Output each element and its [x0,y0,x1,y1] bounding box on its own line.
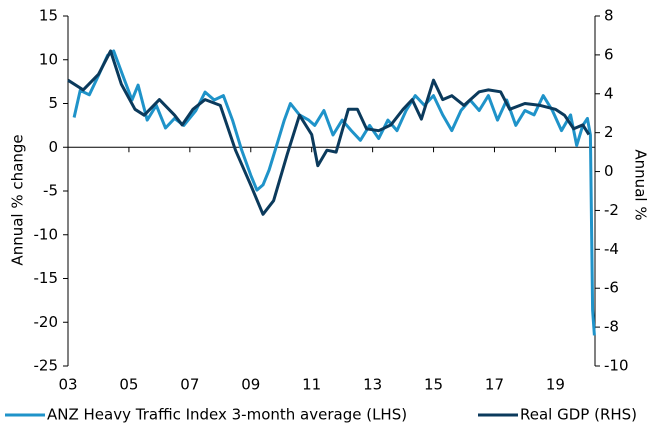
y2-tick-label: -2 [604,201,619,219]
x-tick-label: 03 [58,376,77,394]
y2-tick-label: 8 [604,7,614,25]
x-tick-label: 19 [546,376,565,394]
y2-tick-label: -4 [604,240,619,258]
x-tick-label: 09 [241,376,260,394]
x-tick-label: 13 [363,376,382,394]
x-tick-label: 11 [302,376,321,394]
x-tick-label: 15 [424,376,443,394]
y-tick-label: -25 [34,357,59,375]
x-tick-label: 17 [485,376,504,394]
y-axis-label: Annual % change [9,134,27,265]
y2-axis-label: Annual % [632,149,650,220]
legend-label: Real GDP (RHS) [520,406,637,424]
y-tick-label: -20 [34,313,59,331]
y-tick-label: 0 [48,138,58,156]
y2-tick-label: 6 [604,45,614,63]
y-tick-label: 10 [39,50,58,68]
y-tick-label: 15 [39,7,58,25]
y2-tick-label: 0 [604,162,614,180]
y2-tick-label: -6 [604,279,619,297]
series-line [67,49,591,216]
y-tick-label: -10 [34,225,59,243]
y2-tick-label: 2 [604,123,614,141]
series-line [72,49,596,336]
x-tick-label: 05 [119,376,138,394]
y-tick-label: -5 [43,182,58,200]
legend-label: ANZ Heavy Traffic Index 3-month average … [47,406,407,424]
y2-tick-label: -10 [604,357,629,375]
x-tick-label: 07 [180,376,199,394]
y-tick-label: 5 [48,94,58,112]
y2-tick-label: -8 [604,318,619,336]
y2-tick-label: 4 [604,84,614,102]
y-tick-label: -15 [34,269,59,287]
